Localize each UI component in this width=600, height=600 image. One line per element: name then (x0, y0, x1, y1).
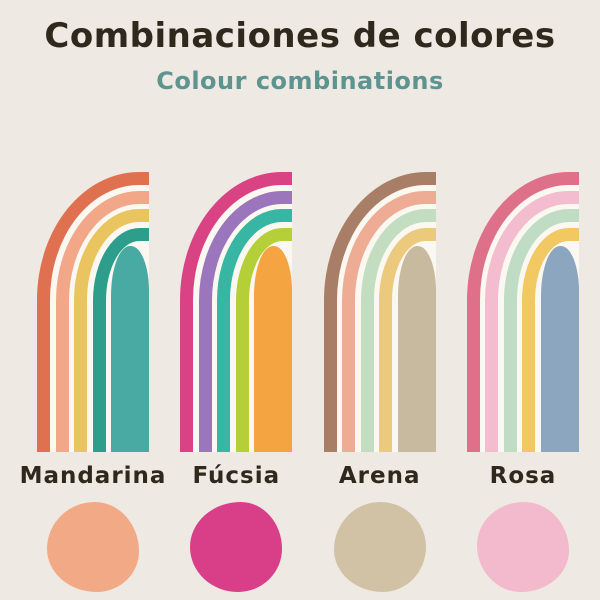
palette-rosa: Rosa (454, 172, 592, 592)
palette-mandarina: Mandarina (20, 172, 165, 592)
arch-mandarina (37, 172, 149, 452)
arch-center (397, 246, 436, 452)
palette-label-mandarina: Mandarina (19, 463, 167, 489)
swatch-mandarina (47, 502, 139, 592)
palette-label-fucsia: Fúcsia (192, 463, 281, 489)
palettes-row: Mandarina Fúcsia Arena Rosa (0, 172, 600, 592)
swatch-fucsia (190, 502, 283, 592)
arch-fucsia (180, 172, 293, 452)
swatch-arena (333, 502, 426, 592)
page-title: Combinaciones de colores (44, 16, 556, 56)
page-subtitle: Colour combinations (156, 67, 444, 95)
swatch-rosa (476, 502, 569, 592)
palette-arena: Arena (311, 172, 449, 592)
arch-center (254, 246, 293, 452)
palette-fucsia: Fúcsia (167, 172, 305, 592)
arch-center (111, 246, 149, 452)
arch-arena (323, 172, 436, 452)
palette-label-rosa: Rosa (489, 463, 557, 489)
palette-label-arena: Arena (338, 463, 421, 489)
arch-center (540, 246, 579, 452)
arch-rosa (466, 172, 579, 452)
